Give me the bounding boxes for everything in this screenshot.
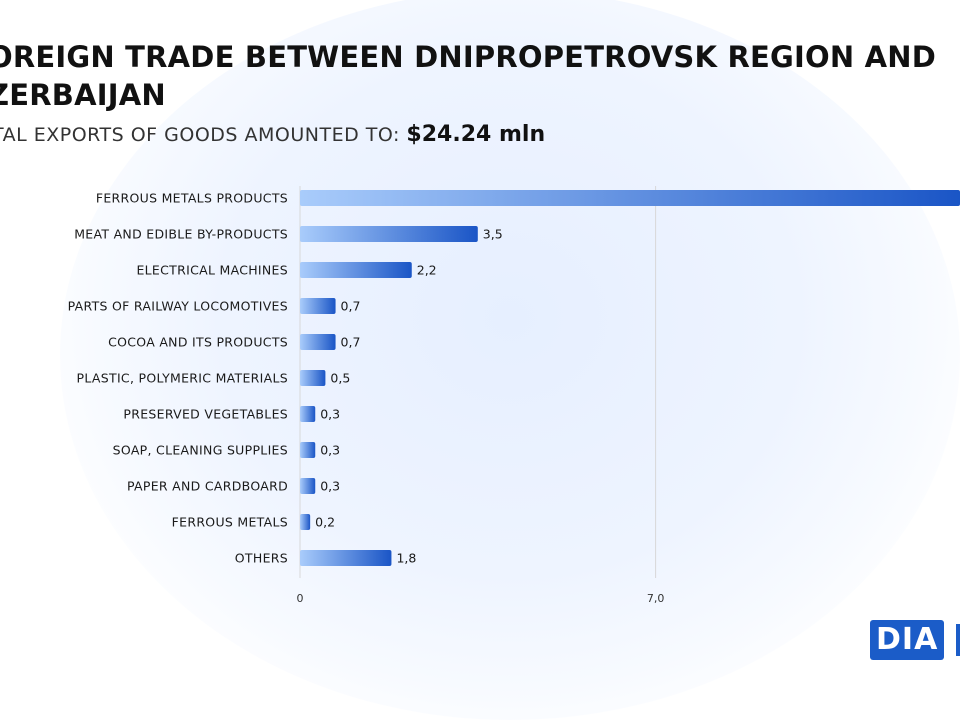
value-label: 0,5	[330, 371, 350, 386]
logo-side-mark	[956, 624, 960, 656]
chart-title: OREIGN TRADE BETWEEN DNIPROPETROVSK REGI…	[0, 40, 937, 112]
category-label: PLASTIC, POLYMERIC MATERIALS	[77, 371, 288, 386]
value-label: 0,7	[341, 299, 361, 314]
bar	[300, 442, 316, 458]
category-label: COCOA AND ITS PRODUCTS	[108, 335, 288, 350]
value-label: 0,3	[320, 407, 340, 422]
value-label: 0,3	[320, 479, 340, 494]
chart-subtitle: TAL EXPORTS OF GOODS AMOUNTED TO: $24.24…	[0, 120, 545, 150]
category-label: PARTS OF RAILWAY LOCOMOTIVES	[68, 299, 288, 314]
bar	[300, 550, 392, 566]
category-label: FERROUS METALS PRODUCTS	[96, 191, 288, 206]
bar	[300, 514, 311, 530]
bar	[300, 262, 412, 278]
background-glow	[60, 0, 960, 720]
bar	[300, 226, 478, 242]
value-label: 2,2	[417, 263, 437, 278]
subtitle-prefix: TAL EXPORTS OF GOODS AMOUNTED TO:	[0, 124, 407, 146]
category-label: PRESERVED VEGETABLES	[123, 407, 288, 422]
category-label: FERROUS METALS	[172, 515, 288, 530]
bar	[300, 370, 326, 386]
x-tick-label: 0	[297, 592, 304, 605]
value-label: 0,7	[341, 335, 361, 350]
bar	[300, 334, 336, 350]
value-label: 0,2	[315, 515, 335, 530]
bar	[300, 190, 960, 206]
value-label: 1,8	[396, 551, 416, 566]
category-label: MEAT AND EDIBLE BY-PRODUCTS	[74, 227, 288, 242]
total-exports-value: $24.24 mln	[406, 122, 546, 147]
logo-mark: DIA	[870, 620, 945, 660]
value-label: 0,3	[320, 443, 340, 458]
value-label: 3,5	[483, 227, 503, 242]
category-label: PAPER AND CARDBOARD	[127, 479, 288, 494]
category-label: ELECTRICAL MACHINES	[136, 263, 288, 278]
category-label: OTHERS	[235, 551, 288, 566]
bar	[300, 478, 316, 494]
category-label: SOAP, CLEANING SUPPLIES	[113, 443, 288, 458]
bar	[300, 298, 336, 314]
bar	[300, 406, 316, 422]
x-tick-label: 7,0	[647, 592, 665, 605]
